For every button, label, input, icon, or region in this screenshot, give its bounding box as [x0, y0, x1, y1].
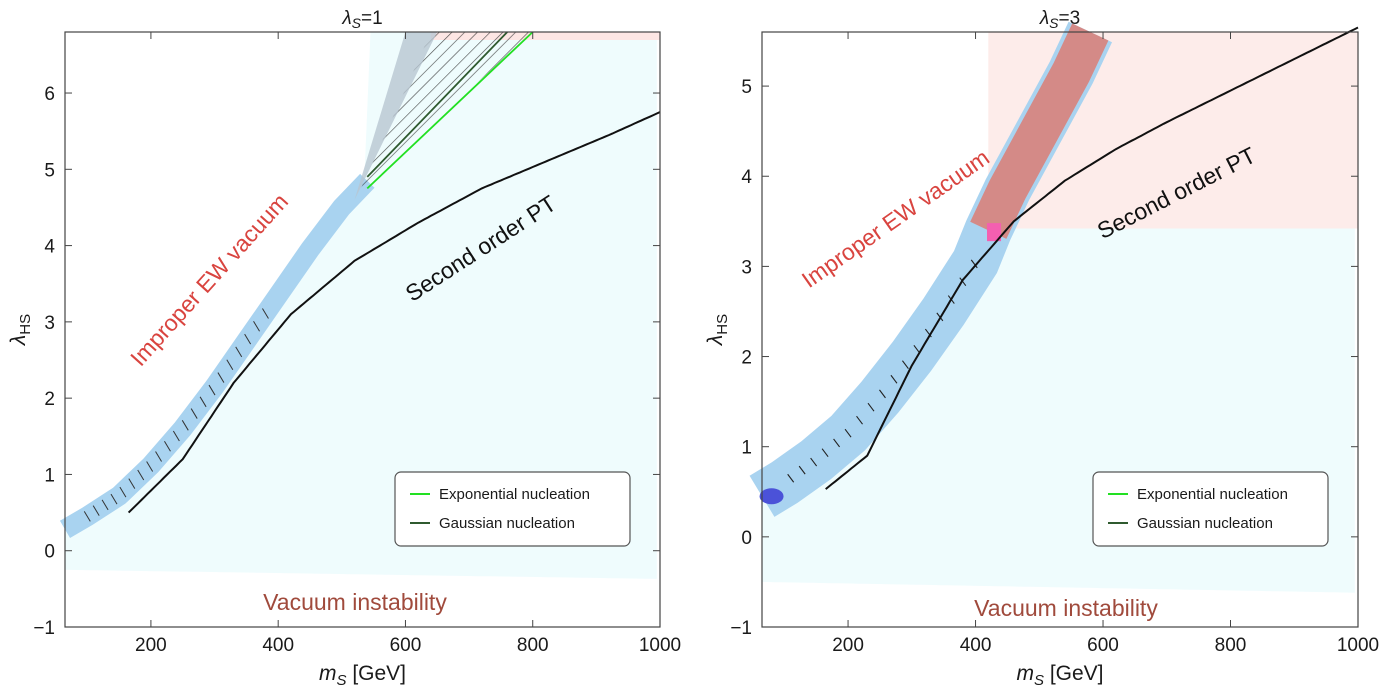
axis-ticks: 200 400 600 800 1000 −1 0 1 2 3 4 5 6: [33, 32, 681, 656]
y-tick-label: 1: [44, 465, 55, 486]
x-axis-title: mS [GeV]: [1016, 662, 1103, 689]
grey-hatch-strip: [354, 32, 438, 200]
legend-box: [394, 471, 631, 547]
band-dash: [128, 478, 136, 489]
axis-ticks: 200 400 600 800 1000 −1 0 1 2 3 4 5: [730, 32, 1379, 656]
band-dash: [810, 457, 818, 467]
band-dash: [262, 308, 269, 319]
band-dash: [190, 408, 198, 419]
band-dash: [146, 461, 154, 472]
band-dash: [798, 465, 806, 475]
band-dash: [844, 428, 852, 438]
legend: Exponential nucleation Gaussian nucleati…: [1092, 471, 1329, 547]
legend-label-exponential: Exponential nucleation: [439, 486, 590, 503]
y-tick-label: 5: [741, 77, 752, 98]
legend-box: [1092, 471, 1329, 547]
band-dash: [164, 440, 171, 452]
band-dash: [226, 359, 234, 370]
y-tick-label: 2: [741, 348, 752, 369]
legend-label-gaussian: Gaussian nucleation: [439, 515, 575, 532]
panel-lambda-s-3: 200 400 600 800 1000 −1 0 1 2 3 4 5 λS=3 mS [GeV] λ…: [704, 8, 1379, 689]
y-tick-label: 3: [741, 257, 752, 278]
gaussian-nucleation-line: [366, 31, 508, 178]
band-dash: [137, 469, 145, 481]
y-tick-label: 6: [44, 84, 55, 105]
band-dash: [821, 448, 829, 457]
x-tick-label: 200: [135, 635, 167, 656]
exponential-nucleation-line: [366, 31, 534, 190]
band-dash: [110, 493, 118, 505]
second-order-pt-line: [825, 26, 1359, 490]
band-dash: [879, 389, 886, 399]
y-axis-title: λHS: [7, 314, 34, 346]
band-dash: [199, 396, 207, 408]
y-tick-label: 2: [44, 389, 55, 410]
y-tick-label: 0: [44, 542, 55, 563]
plot-frame: [64, 31, 661, 628]
band-dash: [253, 321, 260, 332]
y-tick-label: 0: [741, 528, 752, 549]
improper-band-segment: [970, 23, 1109, 239]
band-dash: [867, 402, 875, 412]
band-dash: [181, 420, 189, 431]
band-dash: [155, 451, 162, 462]
y-axis-title: λHS: [704, 314, 731, 346]
second-order-pt-line: [127, 111, 661, 514]
x-tick-label: 600: [390, 635, 422, 656]
first-order-band: [59, 173, 375, 539]
x-tick-label: 400: [262, 635, 294, 656]
band-dash: [787, 473, 795, 483]
y-tick-label: 5: [44, 160, 55, 181]
x-tick-label: 400: [960, 635, 992, 656]
x-tick-label: 1000: [1337, 635, 1379, 656]
band-dash: [901, 360, 909, 369]
band-dash: [172, 430, 180, 442]
y-tick-label: −1: [730, 618, 752, 639]
band-dash: [208, 384, 216, 396]
lines: [787, 26, 1359, 490]
x-tick-label: 200: [832, 635, 864, 656]
x-axis-title: mS [GeV]: [319, 662, 406, 689]
allowed-region: [65, 32, 657, 579]
legend: Exponential nucleation Gaussian nucleati…: [394, 471, 631, 547]
nucleation-hatch: [360, 32, 533, 189]
pink-strip: [430, 32, 660, 40]
y-tick-label: −1: [33, 618, 55, 639]
annotation-vacuum-instability: Vacuum instability: [263, 589, 447, 615]
band-dash: [217, 372, 225, 383]
band-dash: [92, 505, 100, 516]
x-tick-label: 1000: [639, 635, 681, 656]
panel-title: λS=1: [341, 8, 382, 31]
band-dash: [970, 259, 978, 269]
y-tick-label: 4: [44, 237, 55, 258]
y-tick-label: 4: [741, 167, 752, 188]
x-tick-label: 600: [1087, 635, 1119, 656]
band-dash: [244, 333, 252, 345]
band-dash: [856, 415, 863, 425]
band-dash: [833, 438, 841, 448]
y-tick-label: 1: [741, 438, 752, 459]
band-dash: [83, 511, 91, 522]
band-dash: [119, 486, 127, 498]
band-dash: [890, 374, 898, 384]
panel-title: λS=3: [1039, 8, 1080, 31]
x-tick-label: 800: [1215, 635, 1247, 656]
blue-blob: [759, 488, 784, 505]
regions: [59, 32, 660, 579]
hatched-region: [354, 32, 533, 200]
magenta-patch: [987, 223, 1002, 242]
legend-label-gaussian: Gaussian nucleation: [1137, 515, 1273, 532]
y-tick-label: 3: [44, 313, 55, 334]
lines: [83, 31, 661, 522]
band-dash: [101, 499, 109, 511]
legend-label-exponential: Exponential nucleation: [1137, 486, 1288, 503]
annotation-vacuum-instability: Vacuum instability: [974, 595, 1158, 621]
plot-frame: [761, 31, 1359, 628]
band-dash: [235, 346, 243, 358]
x-tick-label: 800: [517, 635, 549, 656]
